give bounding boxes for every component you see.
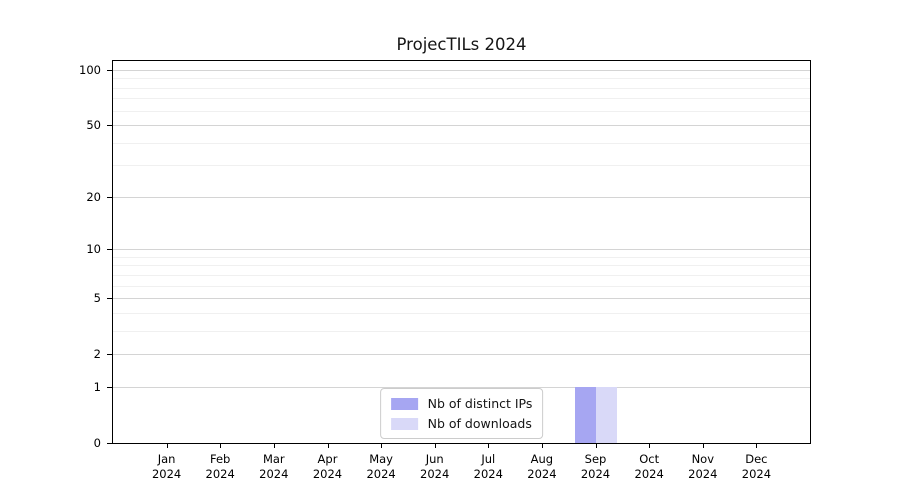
y-axis-tick (107, 69, 112, 71)
y-axis-tick (107, 354, 112, 356)
y-axis-tick-label: 100 (79, 62, 101, 77)
x-axis-tick-label: Mar 2024 (244, 452, 304, 482)
year-label: 2024 (580, 467, 611, 481)
x-axis-tick-label: Sep 2024 (566, 452, 626, 482)
x-axis-tick-label: Aug 2024 (512, 452, 572, 482)
y-axis-tick (107, 298, 112, 300)
y-axis-tick-label: 1 (93, 380, 101, 394)
gridline-minor (113, 274, 810, 276)
year-label: 2024 (634, 467, 664, 481)
year-label: 2024 (366, 467, 396, 481)
gridline-major (113, 125, 810, 127)
gridline-minor (113, 87, 810, 89)
gridline-minor (113, 265, 810, 267)
y-axis-tick (107, 196, 112, 198)
year-label: 2024 (688, 467, 718, 481)
gridline-minor (113, 110, 810, 112)
month-label: Mar (262, 452, 285, 466)
month-label: Jun (425, 452, 444, 466)
month-label: Feb (210, 452, 231, 466)
month-label: Jul (481, 452, 496, 466)
month-label: Sep (584, 452, 607, 466)
month-label: Aug (530, 452, 554, 466)
x-axis-tick-label: Feb 2024 (190, 452, 250, 482)
x-axis-tick (649, 443, 651, 448)
x-axis-tick-label: May 2024 (351, 452, 411, 482)
x-axis-tick-label: Dec 2024 (726, 452, 786, 482)
month-label: Dec (745, 452, 768, 466)
month-label: Nov (691, 452, 715, 466)
y-axis-tick-label: 10 (86, 242, 101, 257)
legend-swatch (390, 397, 418, 410)
gridline-major (113, 387, 810, 388)
y-axis-tick (107, 443, 112, 444)
legend-label: Nb of distinct IPs (427, 396, 533, 411)
y-axis-tick-label: 5 (93, 291, 101, 306)
y-axis-tick (107, 125, 112, 127)
year-label: 2024 (741, 467, 772, 481)
legend-box: Nb of distinct IPs Nb of downloads (379, 388, 544, 439)
gridline-minor (113, 165, 810, 167)
x-axis-tick-label: Oct 2024 (619, 452, 679, 482)
gridline-major (113, 354, 810, 356)
x-axis-tick-label: Jan 2024 (137, 452, 197, 482)
gridline-minor (113, 142, 810, 144)
y-axis-tick-label: 50 (86, 118, 101, 133)
gridline-minor (113, 78, 810, 80)
gridline-major (113, 196, 810, 198)
year-label: 2024 (473, 467, 503, 481)
bar-nb-of-downloads (595, 387, 617, 443)
gridline-minor (113, 98, 810, 100)
year-label: 2024 (527, 467, 557, 481)
month-label: Oct (639, 452, 660, 466)
year-label: 2024 (151, 467, 182, 481)
x-axis-tick-label: Jul 2024 (458, 452, 518, 482)
year-label: 2024 (312, 467, 343, 481)
year-label: 2024 (205, 467, 235, 481)
x-axis-tick-label: Apr 2024 (298, 452, 358, 482)
gridline-minor (113, 330, 810, 332)
y-axis-tick-label: 2 (93, 347, 101, 362)
legend-swatch (390, 417, 418, 430)
x-axis-tick (488, 443, 490, 448)
bar-nb-of-distinct-ips (574, 387, 596, 443)
gridline-major (113, 249, 810, 251)
year-label: 2024 (259, 467, 289, 481)
x-axis-tick (220, 443, 222, 448)
x-axis-tick (327, 443, 329, 448)
x-axis-tick (702, 443, 704, 448)
gridline-major (113, 69, 810, 71)
chart-title: ProjecTILs 2024 (396, 35, 527, 54)
legend-entry: Nb of distinct IPs (390, 396, 533, 411)
gridline-minor (113, 256, 810, 258)
x-axis-tick (381, 443, 383, 448)
x-axis-tick (756, 443, 758, 448)
y-axis-tick-label: 0 (93, 436, 101, 450)
gridline-minor (113, 312, 810, 314)
x-axis-tick (166, 443, 168, 448)
x-axis-tick-label: Nov 2024 (673, 452, 733, 482)
x-axis-tick (273, 443, 275, 448)
y-axis-tick-label: 20 (86, 189, 101, 204)
legend-entry: Nb of downloads (390, 416, 533, 431)
gridline-major (113, 298, 810, 300)
y-axis-tick (107, 387, 112, 388)
plot-area: Nb of distinct IPs Nb of downloads 0 1 2 5 10… (79, 60, 811, 481)
x-axis-tick (541, 443, 543, 448)
month-label: Apr (317, 452, 338, 466)
month-label: May (369, 452, 393, 466)
x-axis-tick-label: Jun 2024 (405, 452, 465, 482)
y-axis-tick (107, 249, 112, 251)
gridline-minor (113, 285, 810, 287)
legend-label: Nb of downloads (427, 416, 532, 431)
year-label: 2024 (420, 467, 450, 481)
x-axis-tick (595, 443, 597, 448)
x-axis-tick (434, 443, 436, 448)
month-label: Jan (157, 452, 176, 466)
